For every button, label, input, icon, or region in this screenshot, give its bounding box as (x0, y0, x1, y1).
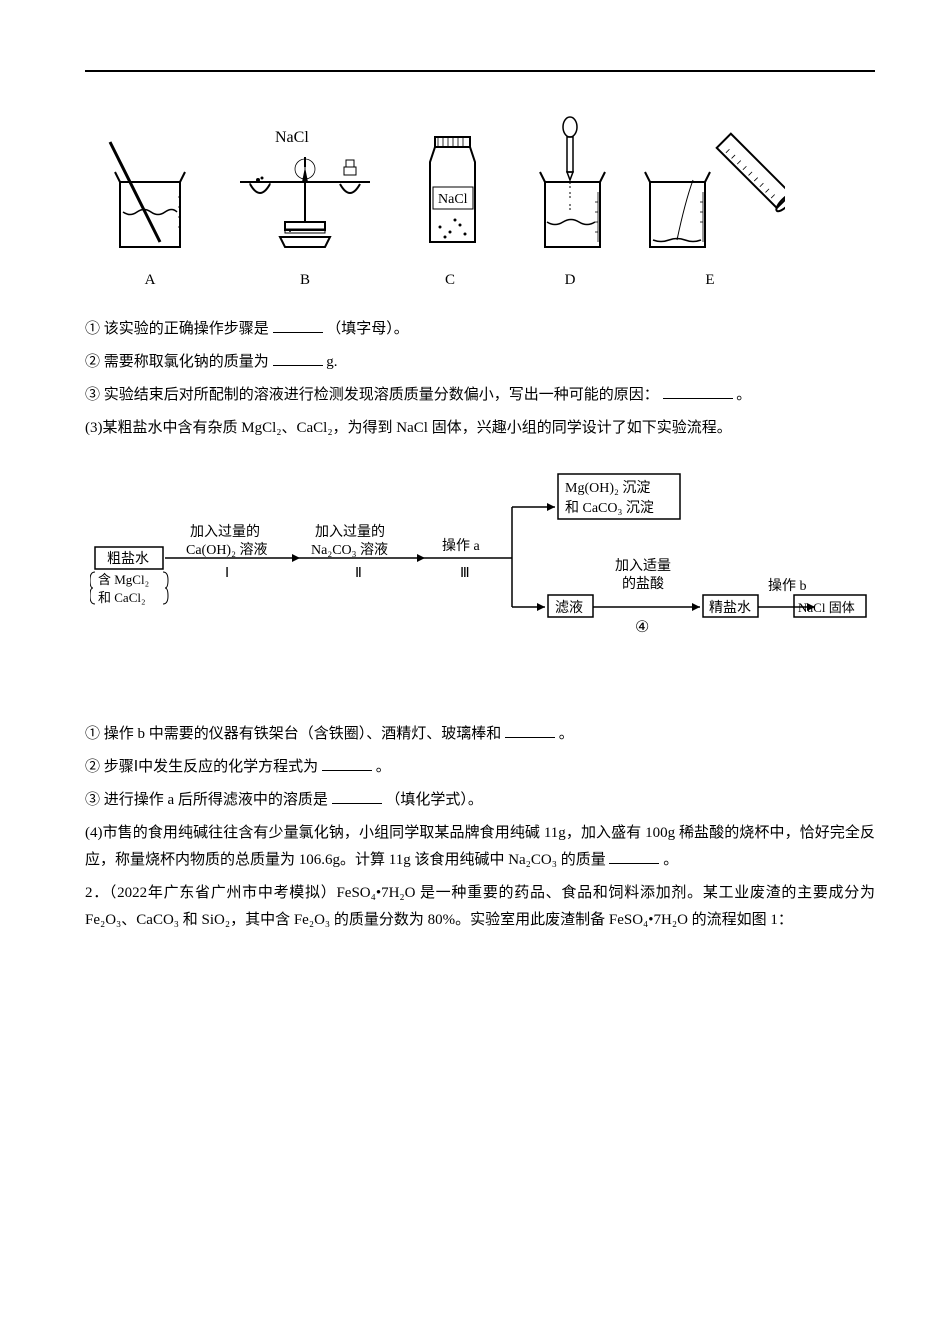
q3-suffix: 。 (736, 387, 751, 403)
label-B: B (300, 267, 310, 294)
fc-precip1: Mg(OH)₂ 沉淀 (565, 480, 650, 496)
q2-line: ② 需要称取氯化钠的质量为 g. (85, 349, 875, 376)
part4-blank (609, 849, 659, 864)
fc-step1a: 加入过量的 (190, 524, 260, 540)
label-D: D (565, 267, 576, 294)
apparatus-D: D (515, 112, 625, 294)
bottle-icon: NaCl (395, 112, 505, 262)
q2-text: ② 需要称取氯化钠的质量为 (85, 354, 269, 370)
fc-filtrate: 滤液 (555, 600, 583, 616)
q3-3-blank (332, 789, 382, 804)
part4-suffix: 。 (663, 852, 678, 868)
q3-2-line: ② 步骤Ⅰ中发生反应的化学方程式为 。 (85, 754, 875, 781)
apparatus-B: NaCl B (225, 112, 385, 294)
q3-1-text: ① 操作 b 中需要的仪器有铁架台（含铁圈）、酒精灯、玻璃棒和 (85, 726, 501, 742)
q3-line: ③ 实验结束后对所配制的溶液进行检测发现溶质质量分数偏小，写出一种可能的原因： … (85, 382, 875, 409)
fc-startsub1: 含 MgCl₂ (98, 572, 149, 587)
fc-step1b: Ca(OH)₂ 溶液 (186, 542, 267, 558)
nacl-label: NaCl (275, 129, 309, 146)
q1-text: ① 该实验的正确操作步骤是 (85, 321, 269, 337)
q3-text: ③ 实验结束后对所配制的溶液进行检测发现溶质质量分数偏小，写出一种可能的原因： (85, 387, 659, 403)
fc-opa: 操作 a (442, 538, 480, 554)
svg-text:NaCl: NaCl (438, 192, 468, 207)
fc-nacl-solid: NaCl 固体 (798, 600, 855, 615)
q3-2-blank (322, 756, 372, 771)
fc-opb: 操作 b (768, 578, 807, 594)
q3-2-text: ② 步骤Ⅰ中发生反应的化学方程式为 (85, 759, 318, 775)
fc-circled4: ④ (635, 619, 649, 636)
q2-suffix: g. (326, 354, 337, 370)
apparatus-A: A (85, 112, 215, 294)
apparatus-diagram: A NaCl B (85, 112, 875, 294)
q1-suffix: （填字母）。 (326, 321, 409, 337)
q1-line: ① 该实验的正确操作步骤是 （填字母）。 (85, 316, 875, 343)
q3-3-text: ③ 进行操作 a 后所得滤液中的溶质是 (85, 792, 328, 808)
fc-start: 粗盐水 (107, 551, 149, 567)
q3-blank (663, 384, 733, 399)
part4-text: (4)市售的食用纯碱往往含有少量氯化钠，小组同学取某品牌食用纯碱 11g，加入盛… (85, 825, 875, 868)
part3-text: (3)某粗盐水中含有杂质 MgCl₂、CaCl₂，为得到 NaCl 固体，兴趣小… (85, 415, 875, 442)
fc-hcl1: 加入适量 (615, 558, 671, 574)
apparatus-E: E (635, 112, 785, 294)
fc-r2: Ⅱ (355, 566, 362, 581)
beaker-cylinder-icon (635, 112, 785, 262)
q3-1-suffix: 。 (559, 726, 574, 742)
q3-1-blank (505, 723, 555, 738)
q1-blank (273, 318, 323, 333)
fc-precip2: 和 CaCO₃ 沉淀 (565, 500, 654, 516)
balance-scale-icon: NaCl (225, 112, 385, 262)
beaker-dropper-icon (515, 112, 625, 262)
q3-3-suffix: （填化学式）。 (385, 792, 483, 808)
flowchart-diagram: 粗盐水 含 MgCl₂ 和 CaCl₂ 加入过量的 Ca(OH)₂ 溶液 Ⅰ 加… (90, 462, 870, 701)
fc-refined: 精盐水 (709, 600, 751, 616)
part4-line: (4)市售的食用纯碱往往含有少量氯化钠，小组同学取某品牌食用纯碱 11g，加入盛… (85, 820, 875, 874)
label-A: A (145, 267, 156, 294)
q3-3-line: ③ 进行操作 a 后所得滤液中的溶质是 （填化学式）。 (85, 787, 875, 814)
label-E: E (705, 267, 714, 294)
fc-r1: Ⅰ (225, 566, 229, 581)
label-C: C (445, 267, 455, 294)
flowchart-svg: 粗盐水 含 MgCl₂ 和 CaCl₂ 加入过量的 Ca(OH)₂ 溶液 Ⅰ 加… (90, 462, 870, 692)
fc-step2b: Na₂CO₃ 溶液 (311, 542, 388, 558)
fc-step2a: 加入过量的 (315, 524, 385, 540)
q3-1-line: ① 操作 b 中需要的仪器有铁架台（含铁圈）、酒精灯、玻璃棒和 。 (85, 721, 875, 748)
q3-2-suffix: 。 (376, 759, 391, 775)
apparatus-C: NaCl C (395, 112, 505, 294)
fc-startsub2: 和 CaCl₂ (98, 590, 146, 605)
prob2-text: 2．（2022年广东省广州市中考模拟）FeSO₄•7H₂O 是一种重要的药品、食… (85, 880, 875, 934)
q2-blank (273, 351, 323, 366)
fc-hcl2: 的盐酸 (622, 576, 664, 592)
beaker-stir-icon (85, 112, 215, 262)
fc-r3: Ⅲ (460, 566, 470, 581)
